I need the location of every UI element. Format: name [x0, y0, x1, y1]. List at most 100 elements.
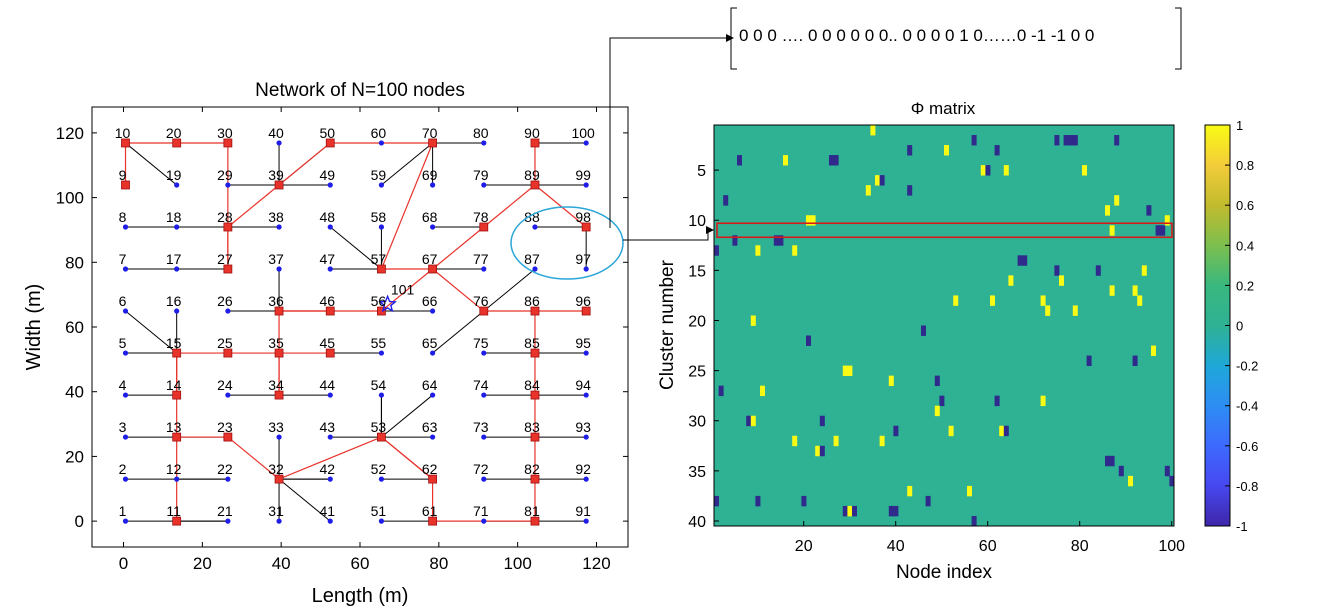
node-label: 79	[473, 167, 489, 183]
heatmap-cell-negative	[1095, 265, 1101, 276]
heatmap-cell-negative	[1118, 465, 1124, 477]
node-label: 87	[524, 251, 540, 267]
node-label: 55	[371, 335, 387, 351]
connector-arrows	[609, 34, 734, 241]
cluster-head-node	[428, 264, 438, 274]
sensor-node	[481, 518, 487, 524]
node-label: 74	[473, 377, 489, 393]
heatmap-cell-negative	[1072, 135, 1078, 146]
node-label: 98	[575, 209, 591, 225]
cluster-head-node	[274, 474, 284, 484]
heatmap-cell-positive	[1141, 265, 1147, 276]
heatmap-cell-negative	[1054, 135, 1060, 146]
heatmap-cell-negative	[829, 155, 834, 166]
heatmap-cell-positive	[944, 145, 949, 156]
network-route-edge	[278, 436, 382, 480]
cluster-head-node	[172, 390, 182, 400]
node-label: 66	[422, 293, 438, 309]
cluster-head-node	[530, 516, 540, 526]
network-ytick-label: 60	[65, 318, 84, 337]
cluster-head-node	[274, 180, 284, 190]
cluster-head-node	[223, 264, 233, 274]
node-label: 28	[217, 209, 233, 225]
node-label: 85	[524, 335, 540, 351]
cluster-head-node	[121, 180, 130, 190]
sensor-node	[430, 350, 436, 356]
node-label: 64	[422, 377, 438, 393]
node-label: 44	[319, 377, 335, 393]
heatmap-cell-negative	[1086, 355, 1092, 366]
node-label: 47	[319, 251, 335, 267]
heatmap-ylabel: Cluster number	[657, 259, 678, 390]
network-xtick-label: 40	[272, 554, 291, 573]
node-label: 16	[166, 293, 182, 309]
node-label: 49	[319, 167, 335, 183]
heatmap-cell-negative	[773, 235, 779, 246]
network-edge	[483, 268, 536, 312]
sensor-node	[378, 182, 385, 188]
colorbar-tick-label: -0.8	[1236, 479, 1258, 494]
heatmap-cell-positive	[1105, 205, 1110, 216]
sensor-node	[174, 224, 180, 230]
node-label: 27	[217, 251, 233, 267]
sensor-node	[327, 182, 333, 188]
node-label: 4	[119, 377, 127, 393]
heatmap-cell-positive	[833, 435, 839, 447]
node-label: 29	[217, 167, 233, 183]
highlight-ellipse	[510, 206, 624, 280]
sensor-node	[174, 476, 180, 482]
heatmap-cell-positive	[879, 435, 885, 447]
network-route-edge	[380, 142, 434, 270]
heatmap-cell-negative	[1105, 455, 1110, 467]
sensor-node	[481, 140, 487, 146]
cluster-head-node	[325, 306, 335, 316]
cluster-head-node	[274, 306, 284, 316]
cluster-head-node	[377, 306, 386, 316]
node-label: 1	[119, 503, 127, 519]
heatmap-cell-negative	[1054, 265, 1060, 276]
node-label: 51	[371, 503, 387, 519]
sensor-node	[430, 182, 436, 188]
node-label: 68	[422, 209, 438, 225]
sensor-node	[430, 392, 436, 398]
heatmap-cell-negative	[819, 415, 825, 427]
sensor-node	[276, 434, 282, 440]
sensor-node	[327, 434, 333, 440]
sensor-node	[122, 266, 129, 272]
heatmap-cell-positive	[1164, 215, 1170, 226]
sensor-node	[122, 434, 129, 440]
node-label: 25	[217, 335, 233, 351]
heatmap-cell-negative	[934, 375, 940, 387]
sensor-node	[225, 182, 231, 188]
heatmap-cell-negative	[1132, 355, 1138, 366]
heatmap-background	[714, 125, 1174, 526]
network-chart: Network of N=100 nodes Length (m) Width …	[23, 80, 629, 607]
node-label: 31	[268, 503, 284, 519]
cluster-head-node	[121, 138, 130, 148]
heatmap-cell-positive	[967, 485, 972, 497]
heatmap-cell-negative	[723, 195, 729, 206]
node-label: 13	[166, 419, 182, 435]
cluster-head-node	[325, 348, 335, 358]
cluster-head-node	[172, 348, 182, 358]
node-label: 37	[268, 251, 284, 267]
cluster-head-node	[530, 180, 540, 190]
heatmap-cell-negative	[833, 155, 839, 166]
heatmap-cell-positive	[806, 215, 811, 226]
heatmap-cell-positive	[865, 185, 871, 196]
sensor-node	[327, 476, 333, 482]
sensor-node	[583, 518, 589, 524]
heatmap-cell-negative	[971, 135, 977, 146]
heatmap-cell-positive	[1132, 285, 1138, 296]
colorbar-tick-label: 0.2	[1236, 278, 1254, 293]
heatmap-ticks: 20 40 60 80 100 5 10 15 20 25 30 35 40	[688, 163, 1185, 555]
cluster-head-node	[428, 138, 438, 148]
node-label: 19	[166, 167, 182, 183]
heatmap-ytick-label: 40	[688, 514, 706, 531]
heatmap-cell-positive	[1114, 195, 1120, 206]
arrow-head-matrix	[706, 226, 714, 234]
node-label: 46	[319, 293, 335, 309]
network-xtick-label: 100	[503, 554, 531, 573]
heatmap-cell-positive	[948, 425, 954, 437]
